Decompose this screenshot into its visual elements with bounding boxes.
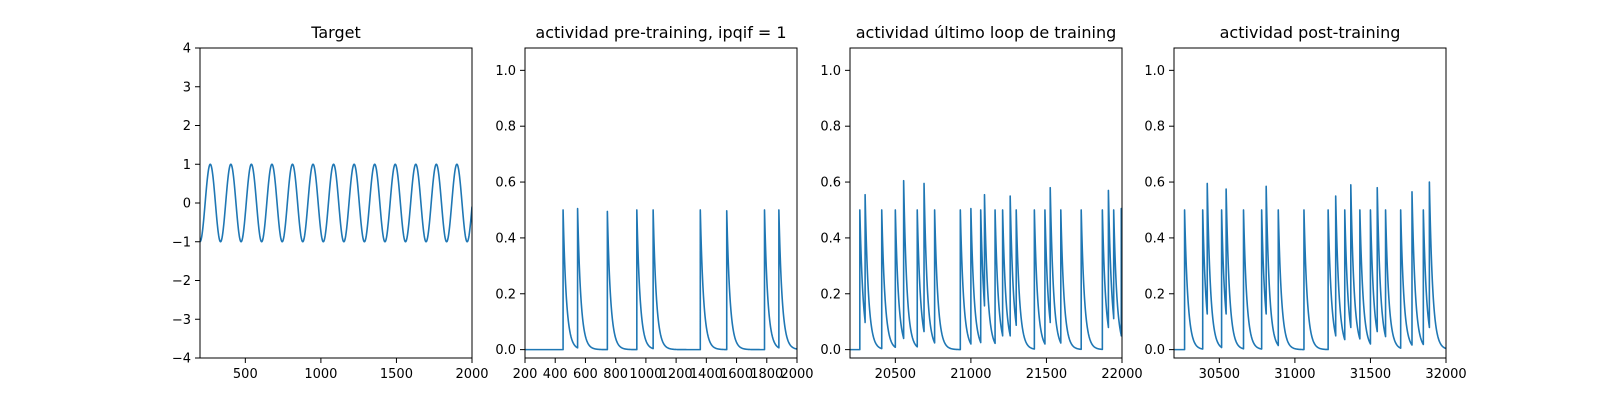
subplot-2: actividad pre-training, ipqif = 1 200 400 6… <box>495 23 813 382</box>
chart-title: Target <box>310 23 361 42</box>
x-tick-label: 22000 <box>1101 367 1142 382</box>
x-tick-label: 31500 <box>1350 367 1391 382</box>
y-tick-label: 0.6 <box>1144 176 1165 191</box>
y-tick-label: 1.0 <box>1144 64 1165 79</box>
x-tick-label: 21500 <box>1026 367 1067 382</box>
chart-title: actividad último loop de training <box>856 23 1117 42</box>
subplot-4: actividad post-training 30500 31000 31500 32… <box>1144 23 1466 382</box>
series-line-activity <box>525 207 797 351</box>
y-tick-label: 2 <box>183 119 191 134</box>
x-tick-label: 30500 <box>1199 367 1240 382</box>
x-tick-label: 32000 <box>1425 367 1466 382</box>
x-tick-label: 1800 <box>750 367 783 382</box>
x-tick-label: 600 <box>573 367 598 382</box>
y-tick-label: −3 <box>172 313 191 328</box>
series-line-activity <box>850 179 1122 351</box>
y-tick-label: 0.2 <box>495 287 516 302</box>
y-tick-label: 1.0 <box>820 64 841 79</box>
series-line-target <box>200 163 472 243</box>
x-tick-label: 800 <box>603 367 628 382</box>
y-tick-label: 4 <box>183 42 191 57</box>
y-tick-label: 0.0 <box>820 343 841 358</box>
y-tick-label: 0.4 <box>1144 231 1165 246</box>
series-line-activity <box>1174 181 1446 351</box>
y-tick-label: −2 <box>172 274 191 289</box>
subplot-1: Target 500 1000 1500 2000 −4 −3 −2 −1 0 1 2 3 4 <box>172 23 489 382</box>
x-tick-label: 21000 <box>950 367 991 382</box>
y-tick-label: 3 <box>183 80 191 95</box>
plot-frame <box>1173 47 1447 359</box>
x-tick-label: 2000 <box>455 367 488 382</box>
chart-title: actividad post-training <box>1220 23 1401 42</box>
x-tick-label: 1500 <box>380 367 413 382</box>
x-tick-label: 1600 <box>720 367 753 382</box>
subplots: Target 500 1000 1500 2000 −4 −3 −2 −1 0 1 2 3 4 activi… <box>172 23 1467 382</box>
y-tick-label: 0.8 <box>1144 120 1165 135</box>
y-tick-label: 0.2 <box>820 287 841 302</box>
y-tick-label: 0.8 <box>495 120 516 135</box>
y-tick-label: 0 <box>183 197 191 212</box>
chart-title: actividad pre-training, ipqif = 1 <box>535 23 786 42</box>
x-tick-label: 400 <box>543 367 568 382</box>
x-tick-label: 1000 <box>629 367 662 382</box>
y-tick-label: −4 <box>172 352 191 367</box>
y-tick-label: 0.6 <box>495 176 516 191</box>
x-tick-label: 1000 <box>304 367 337 382</box>
y-tick-label: 0.0 <box>1144 343 1165 358</box>
y-tick-label: 0.2 <box>1144 287 1165 302</box>
y-tick-label: 1.0 <box>495 64 516 79</box>
x-tick-label: 31000 <box>1274 367 1315 382</box>
x-tick-label: 1400 <box>690 367 723 382</box>
subplot-3: actividad último loop de training 20500 21… <box>820 23 1142 382</box>
y-tick-label: 0.4 <box>820 231 841 246</box>
x-tick-label: 500 <box>233 367 258 382</box>
x-tick-label: 1200 <box>660 367 693 382</box>
y-tick-label: 0.6 <box>820 176 841 191</box>
plot-frame <box>524 47 798 359</box>
y-tick-label: 0.8 <box>820 120 841 135</box>
x-tick-label: 2000 <box>780 367 813 382</box>
y-tick-label: 0.4 <box>495 231 516 246</box>
x-tick-label: 20500 <box>875 367 916 382</box>
y-tick-label: −1 <box>172 235 191 250</box>
plot-frame <box>849 47 1123 359</box>
y-tick-label: 0.0 <box>495 343 516 358</box>
x-tick-label: 200 <box>513 367 538 382</box>
y-tick-label: 1 <box>183 158 191 173</box>
